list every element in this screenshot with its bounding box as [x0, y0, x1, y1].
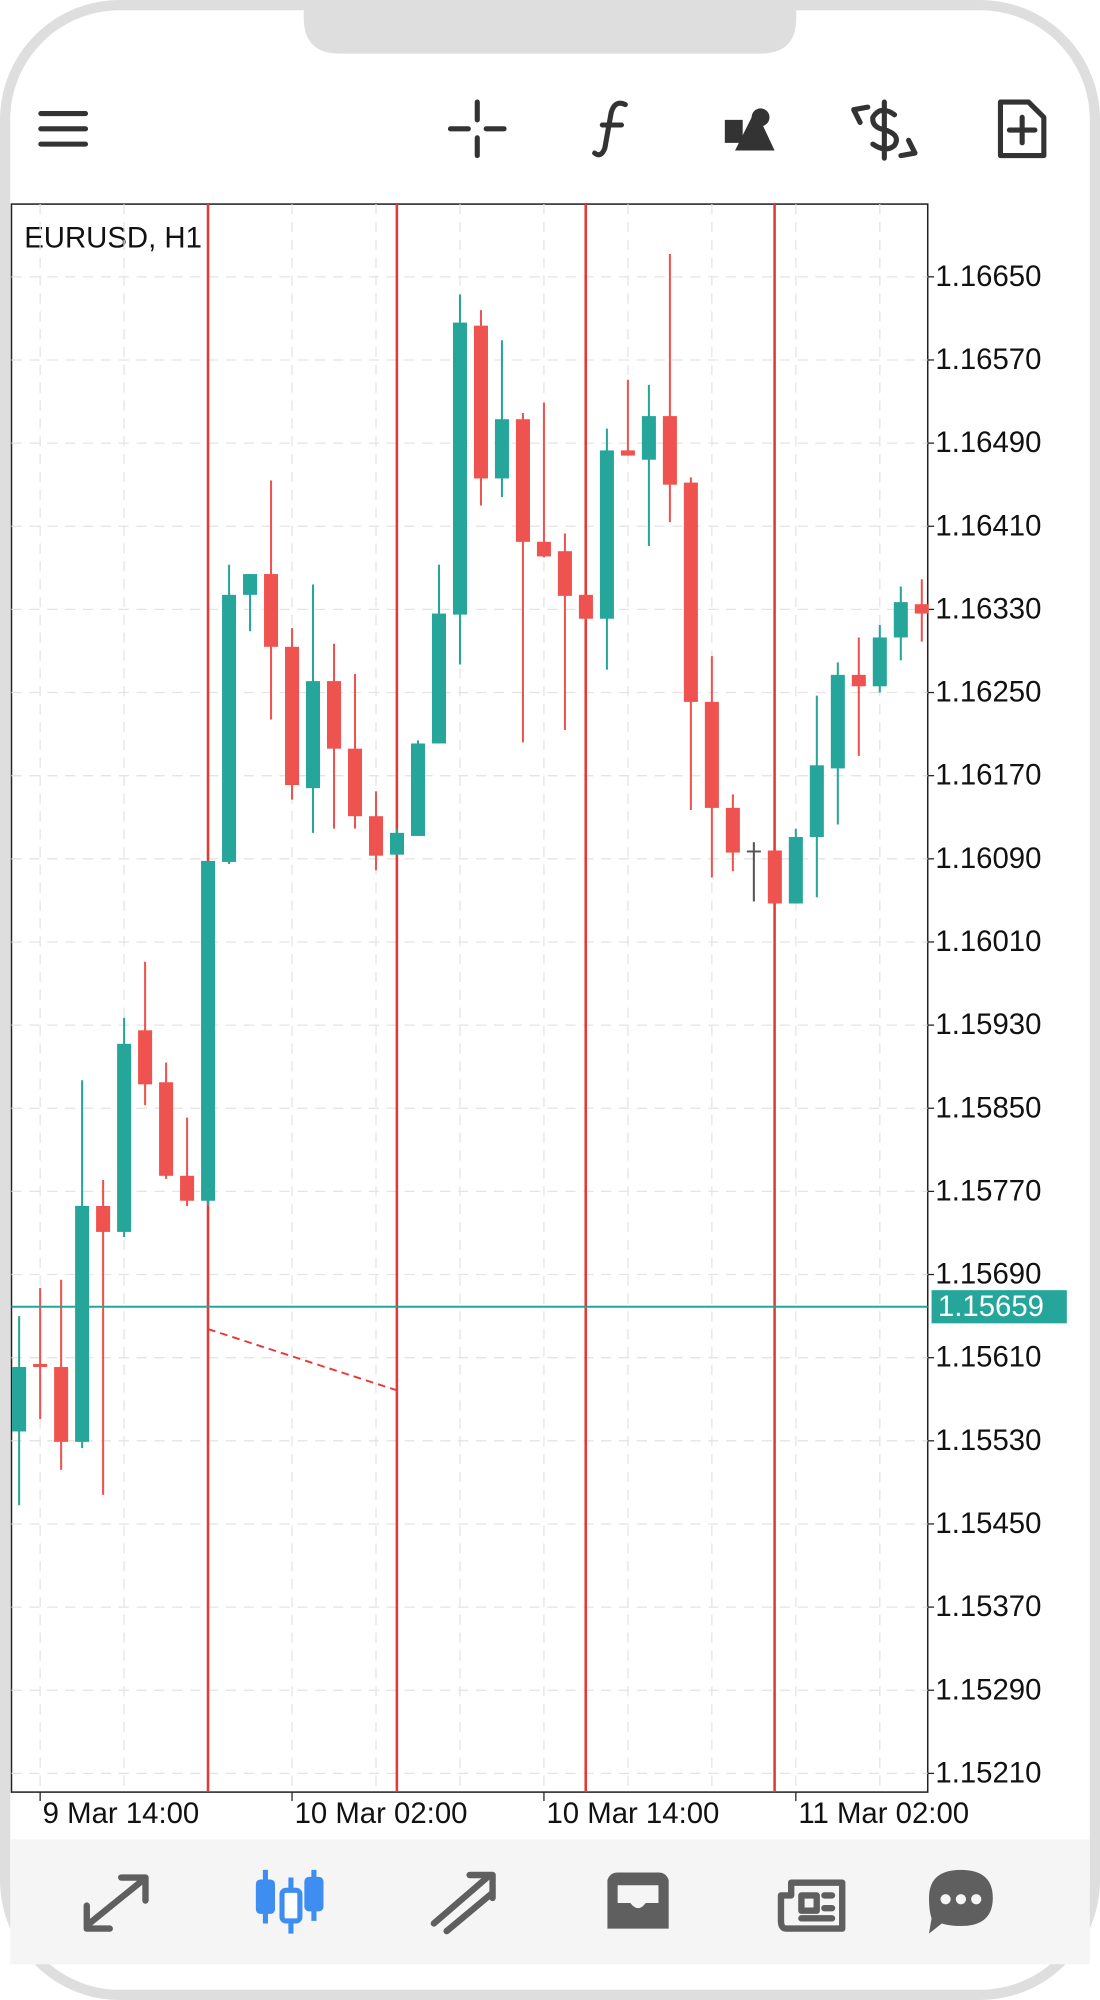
candle-body — [306, 681, 321, 789]
candle-body — [683, 482, 698, 702]
y-tick-label: 1.15530 — [935, 1424, 1041, 1457]
quotes-tab[interactable] — [83, 1874, 149, 1932]
y-tick-label: 1.15370 — [935, 1590, 1041, 1623]
candle-body — [117, 1043, 132, 1232]
candle-body — [368, 816, 384, 856]
new-order-button[interactable] — [997, 99, 1047, 159]
candle-body — [347, 748, 363, 817]
candle-body — [410, 743, 426, 836]
candle-body — [452, 322, 467, 615]
x-tick-label: 10 Mar 14:00 — [546, 1797, 719, 1830]
candle-body — [851, 674, 866, 687]
candle-body — [557, 551, 572, 596]
candle-body — [327, 681, 342, 749]
chat-tab[interactable] — [929, 1869, 993, 1934]
candle-body — [431, 613, 446, 744]
x-tick-label: 9 Mar 14:00 — [43, 1797, 200, 1830]
candle-body — [33, 1363, 48, 1368]
candle-body — [746, 850, 761, 853]
candle-body — [12, 1367, 27, 1432]
candle-body — [830, 674, 845, 769]
candle-body — [620, 450, 635, 456]
plot-area — [10, 203, 929, 1793]
y-tick-label: 1.16010 — [935, 925, 1041, 958]
candle-body — [473, 325, 488, 479]
y-tick-label: 1.16090 — [935, 842, 1041, 875]
candle-body — [96, 1205, 111, 1232]
current-price-box — [931, 1290, 1067, 1324]
candle-body — [872, 637, 887, 687]
x-tick-label: 11 Mar 02:00 — [798, 1797, 969, 1830]
y-tick-label: 1.16410 — [935, 509, 1041, 542]
candle-body — [222, 594, 237, 862]
y-tick-label: 1.15690 — [935, 1258, 1041, 1291]
y-tick-label: 1.16330 — [935, 592, 1041, 625]
candle-body — [809, 765, 824, 837]
charts-tab[interactable] — [255, 1869, 324, 1934]
y-tick-label: 1.16490 — [935, 426, 1041, 459]
candle-body — [159, 1082, 174, 1176]
notch — [303, 0, 797, 54]
y-tick-label: 1.15930 — [935, 1008, 1041, 1041]
bottom-nav — [10, 1839, 1090, 1965]
y-tick-label: 1.15290 — [935, 1673, 1041, 1706]
trade-tab[interactable] — [430, 1871, 496, 1935]
candle-body — [704, 701, 719, 808]
candle-body — [285, 646, 300, 786]
chart[interactable]: EURUSD, H1 1.16650 1.16570 1.16490 1.16410 1… — [10, 203, 1067, 1830]
candle-body — [494, 419, 509, 479]
candle-body — [578, 594, 593, 619]
symbols-button[interactable] — [851, 99, 918, 161]
candle-body — [767, 850, 782, 904]
history-tab[interactable] — [607, 1872, 669, 1929]
y-tick-label: 1.15770 — [935, 1174, 1041, 1207]
candle-body — [264, 574, 279, 647]
y-tick-label: 1.16650 — [935, 260, 1041, 293]
candle-body — [180, 1175, 195, 1201]
candle-body — [914, 604, 929, 614]
menu-button[interactable] — [38, 110, 89, 147]
objects-button[interactable] — [724, 108, 775, 151]
candle-body — [54, 1367, 69, 1442]
candle-body — [893, 602, 908, 638]
y-tick-label: 1.16250 — [935, 676, 1041, 709]
y-tick-label: 1.16570 — [935, 343, 1041, 376]
candle-body — [515, 419, 530, 542]
y-tick-label: 1.15850 — [935, 1091, 1041, 1124]
candle-body — [243, 574, 258, 595]
news-tab[interactable] — [777, 1879, 846, 1932]
y-tick-label: 1.16170 — [935, 759, 1041, 792]
current-price-label: 1.15659 — [938, 1290, 1044, 1323]
candle-body — [389, 832, 405, 855]
candle-body — [75, 1205, 90, 1442]
y-tick-label: 1.15450 — [935, 1507, 1041, 1540]
chart-title: EURUSD, H1 — [24, 222, 202, 255]
indicators-button[interactable] — [592, 100, 628, 158]
x-tick-label: 10 Mar 02:00 — [295, 1797, 468, 1830]
trend-line-object — [207, 1328, 398, 1392]
crosshair-button[interactable] — [447, 99, 507, 159]
candle-body — [536, 541, 551, 557]
candle-body — [641, 416, 656, 460]
candle-body — [599, 450, 614, 619]
candle-body — [725, 807, 740, 853]
y-tick-label: 1.15610 — [935, 1341, 1041, 1374]
candle-body — [138, 1030, 153, 1085]
y-tick-label: 1.15210 — [935, 1756, 1041, 1789]
candle-body — [788, 836, 803, 904]
candle-body — [201, 860, 216, 1201]
candle-body — [662, 416, 677, 485]
